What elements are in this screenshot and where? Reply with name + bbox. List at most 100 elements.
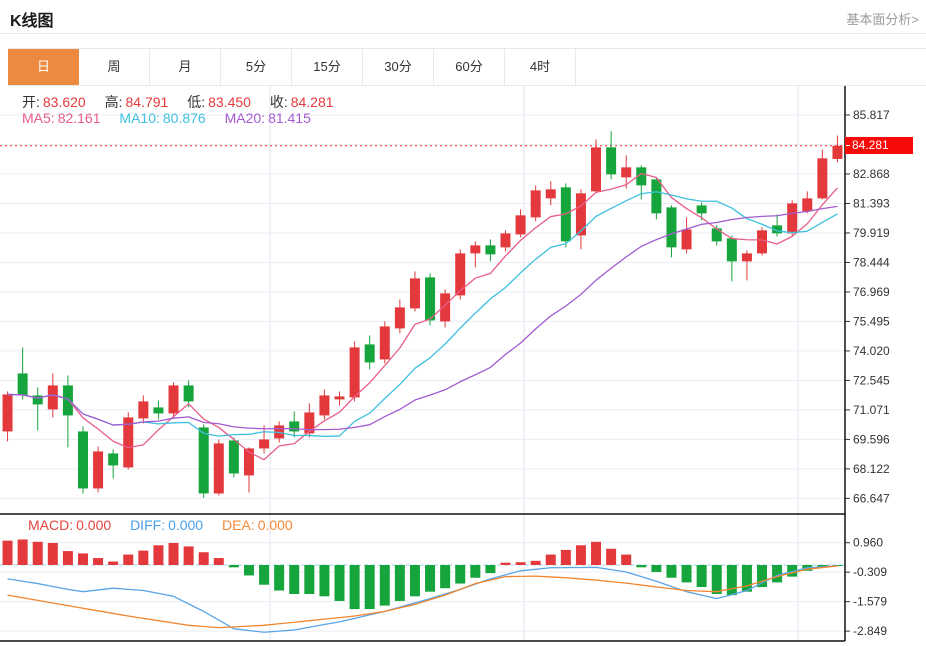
- pane-borders: [0, 86, 846, 642]
- macd-bar: [62, 551, 73, 565]
- gridlines: [0, 86, 845, 641]
- svg-text:68.122: 68.122: [853, 462, 890, 476]
- svg-text:74.020: 74.020: [853, 344, 890, 358]
- candle: [394, 307, 405, 329]
- macd-bar: [228, 565, 239, 568]
- svg-text:75.495: 75.495: [853, 314, 890, 328]
- macd-bar: [289, 565, 300, 594]
- macd-bar: [409, 565, 420, 597]
- macd-bar: [591, 541, 602, 565]
- candle: [621, 167, 632, 178]
- candle: [485, 245, 496, 255]
- macd-bar: [545, 554, 556, 565]
- candle: [183, 385, 194, 402]
- svg-text:-1.579: -1.579: [853, 595, 887, 609]
- macd-bar: [259, 565, 270, 585]
- page-title: K线图: [10, 13, 54, 30]
- macd-bar: [349, 565, 360, 610]
- macd-bar: [470, 565, 481, 578]
- macd-bar: [651, 565, 662, 572]
- svg-text:81.393: 81.393: [853, 196, 890, 210]
- svg-text:0.960: 0.960: [853, 536, 883, 550]
- tab-5min[interactable]: 5分: [221, 49, 292, 85]
- candle: [741, 253, 752, 262]
- candle: [349, 347, 360, 398]
- macd-bar: [681, 565, 692, 583]
- macd-bar: [108, 561, 119, 565]
- candle: [530, 190, 541, 218]
- candle: [379, 326, 390, 360]
- candle: [575, 193, 586, 236]
- candle: [77, 431, 88, 489]
- macd-bar: [32, 541, 43, 565]
- macd-bar: [93, 558, 104, 565]
- macd-bar: [455, 565, 466, 584]
- candle: [153, 407, 164, 414]
- candle: [198, 427, 209, 494]
- fundamental-analysis-link[interactable]: 基本面分析>: [846, 12, 919, 27]
- macd-bar: [817, 565, 828, 567]
- tab-30min[interactable]: 30分: [363, 49, 434, 85]
- svg-text:-2.849: -2.849: [853, 624, 887, 638]
- candle: [681, 229, 692, 250]
- macd-bar: [364, 565, 375, 610]
- candle: [108, 453, 119, 466]
- candle: [696, 205, 707, 214]
- macd-bar: [243, 565, 254, 576]
- macd-bar: [319, 565, 330, 597]
- candle: [802, 198, 813, 212]
- svg-text:85.817: 85.817: [853, 108, 890, 122]
- candle: [17, 373, 28, 396]
- macd-bar: [711, 565, 722, 594]
- candle: [243, 448, 254, 476]
- candle: [425, 277, 436, 321]
- tab-60min[interactable]: 60分: [434, 49, 505, 85]
- candle: [636, 167, 647, 186]
- macd-bar: [168, 542, 179, 565]
- macd-bar: [274, 565, 285, 591]
- macd-bar: [832, 565, 843, 566]
- candle: [32, 395, 43, 405]
- svg-text:66.647: 66.647: [853, 491, 890, 505]
- macd-bar: [485, 565, 496, 574]
- macd-bar: [772, 565, 783, 583]
- svg-text:79.919: 79.919: [853, 226, 890, 240]
- candle: [545, 189, 556, 199]
- ma5-line: [7, 172, 838, 461]
- kline-chart[interactable]: 85.817 82.868 81.393 79.919 78.444 76.969 75.4…: [0, 86, 926, 646]
- candle: [817, 158, 828, 199]
- candle: [213, 443, 224, 494]
- interval-tab-bar: 日 周 月 5分 15分 30分 60分 4时: [8, 48, 926, 86]
- macd-bar: [334, 565, 345, 601]
- tab-week[interactable]: 周: [79, 49, 150, 85]
- macd-bar: [500, 562, 511, 565]
- y-axis-labels: 85.817 82.868 81.393 79.919 78.444 76.969 75.4…: [845, 108, 890, 638]
- svg-text:78.444: 78.444: [853, 255, 890, 269]
- candle: [440, 293, 451, 322]
- candle: [319, 395, 330, 416]
- candle: [138, 401, 149, 419]
- macd-bar: [425, 565, 436, 592]
- macd-bar: [123, 554, 134, 565]
- macd-bar: [636, 565, 647, 568]
- macd-bar: [696, 565, 707, 588]
- tab-day[interactable]: 日: [8, 49, 79, 85]
- svg-text:71.071: 71.071: [853, 403, 890, 417]
- macd-bar: [440, 565, 451, 589]
- tab-4hour[interactable]: 4时: [505, 49, 576, 85]
- candle: [409, 278, 420, 309]
- candle: [591, 147, 602, 192]
- macd-bar: [183, 546, 194, 565]
- macd-bar: [77, 553, 88, 565]
- tab-month[interactable]: 月: [150, 49, 221, 85]
- candle: [93, 451, 104, 489]
- macd-bar: [47, 542, 58, 565]
- chart-svg[interactable]: 85.817 82.868 81.393 79.919 78.444 76.969 75.4…: [0, 86, 926, 646]
- macd-bar: [198, 552, 209, 565]
- macd-bar: [213, 558, 224, 565]
- macd-bar: [726, 565, 737, 596]
- candle: [515, 215, 526, 235]
- candle: [757, 230, 768, 254]
- tab-15min[interactable]: 15分: [292, 49, 363, 85]
- diff-line: [7, 565, 838, 633]
